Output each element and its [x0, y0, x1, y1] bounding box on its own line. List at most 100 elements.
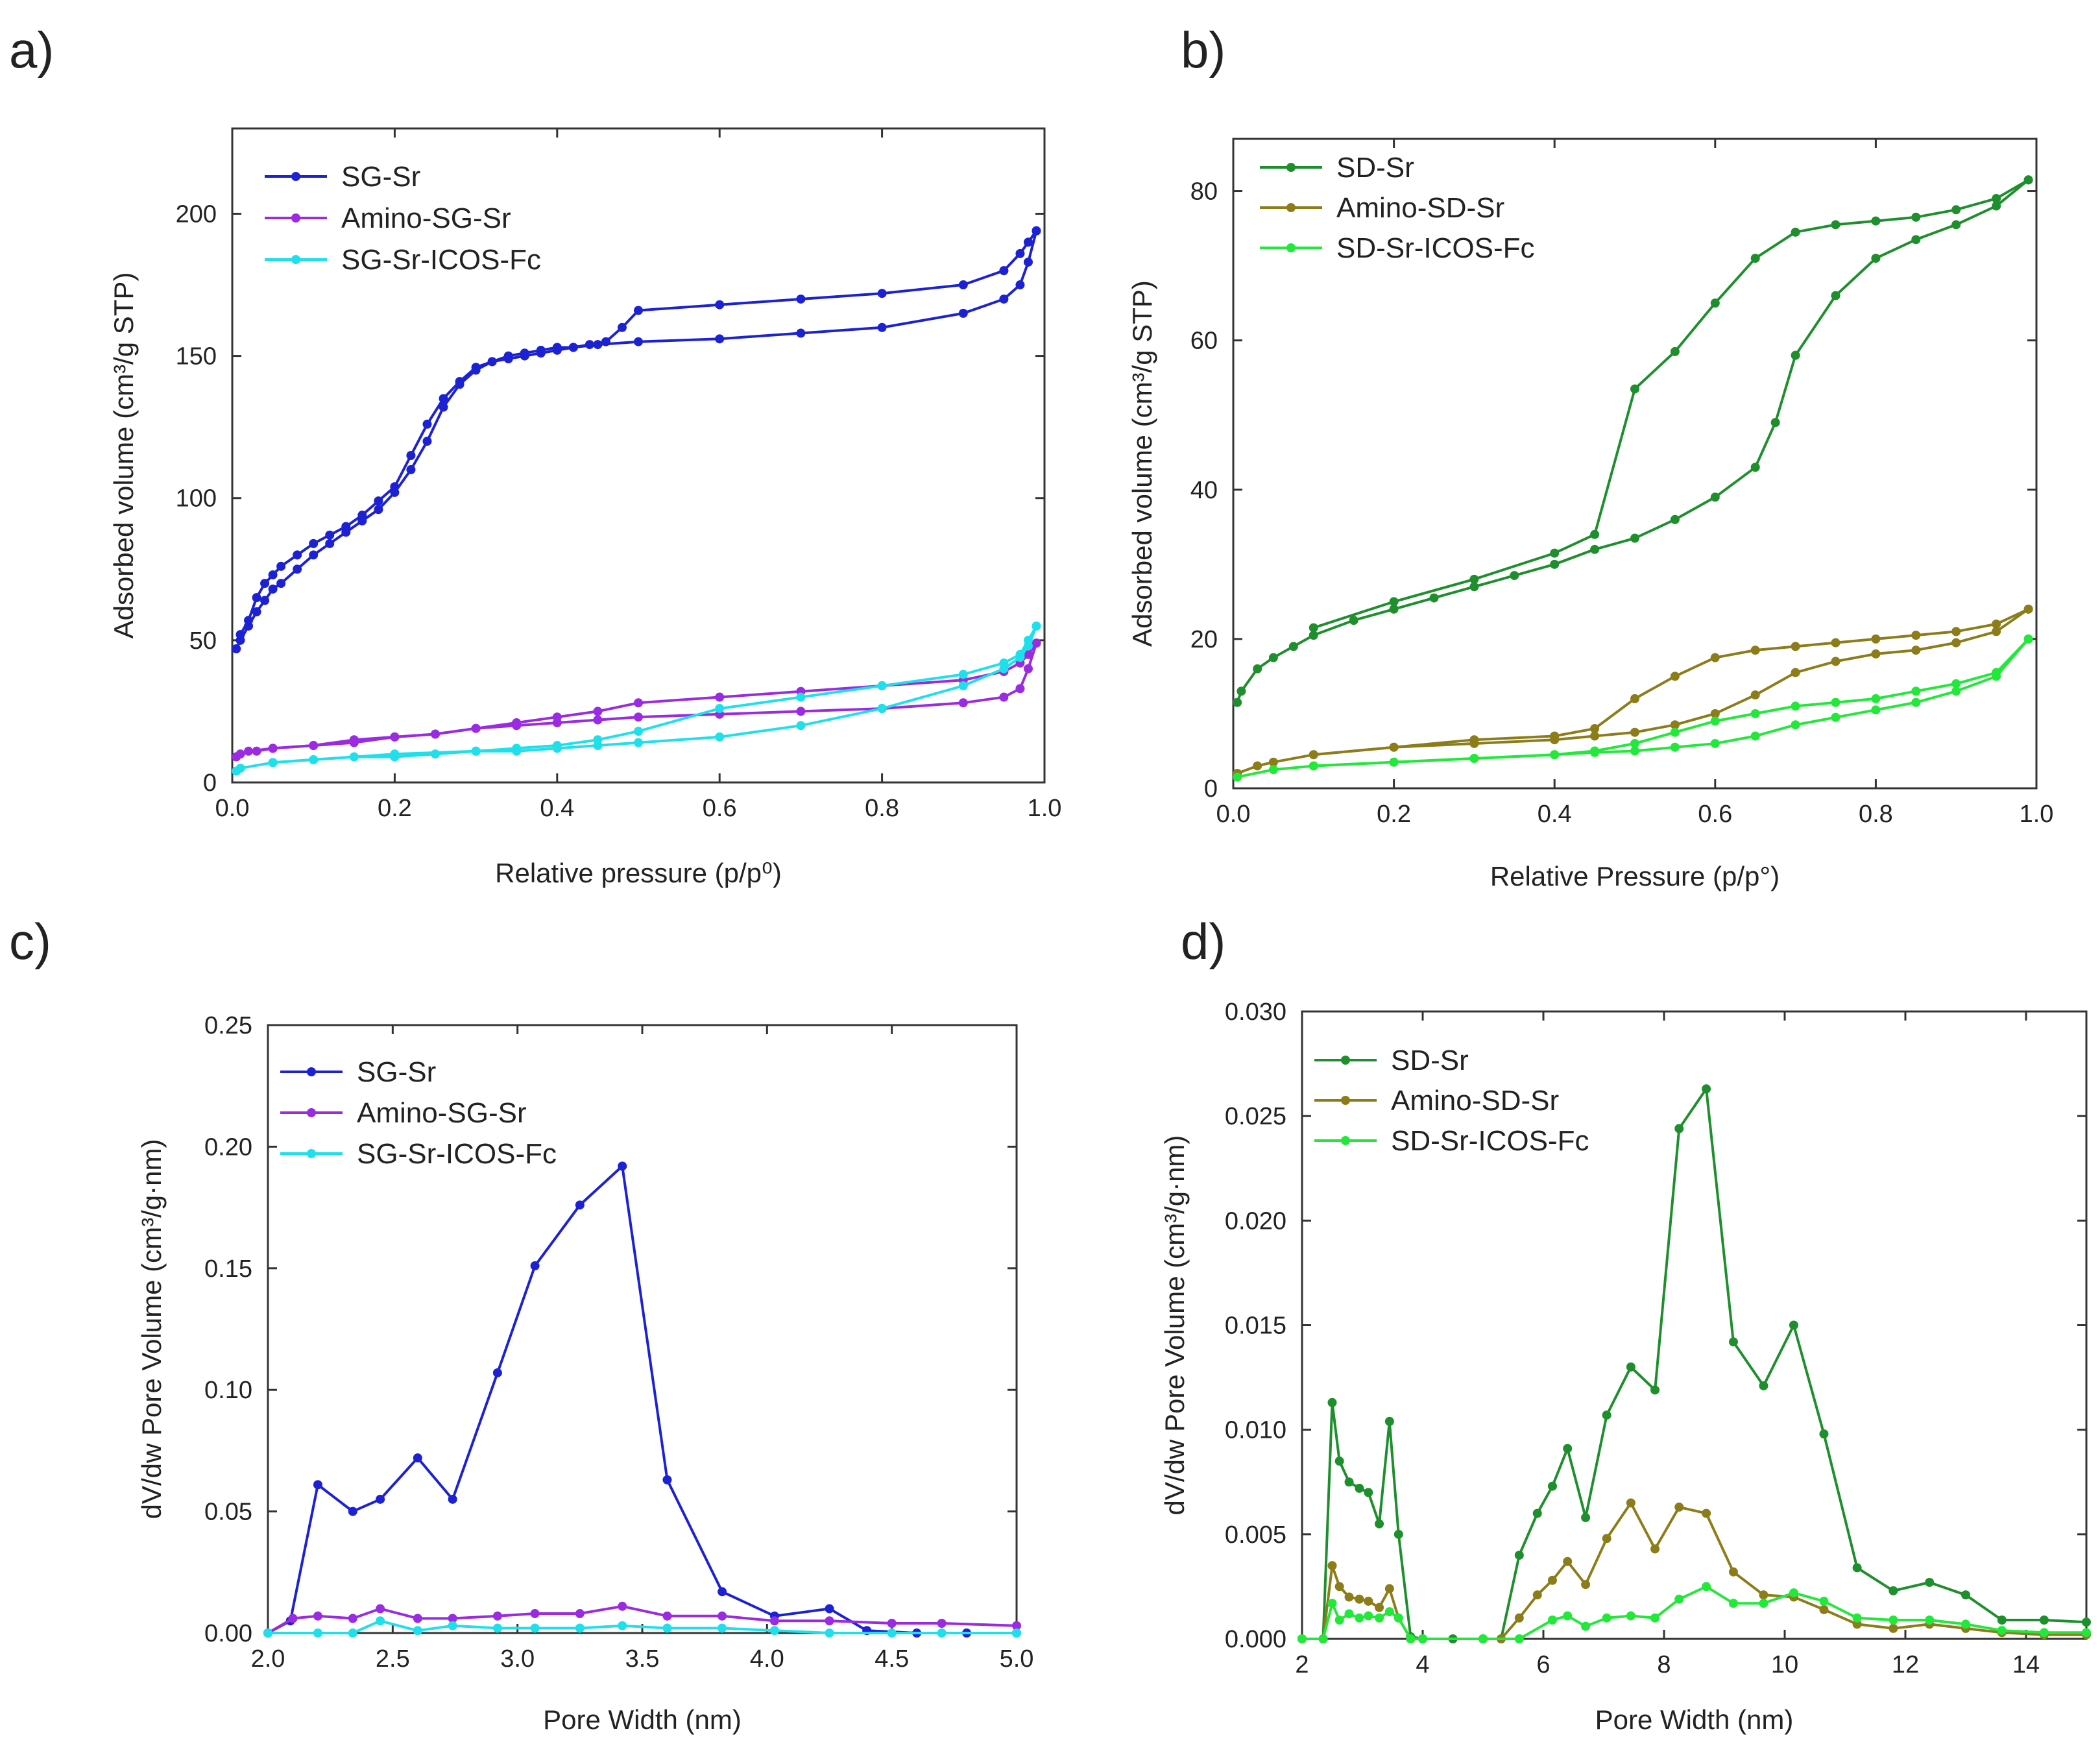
data-point: [1602, 1613, 1611, 1623]
data-point: [1630, 384, 1639, 394]
data-point: [1889, 1623, 1898, 1633]
data-point: [413, 1614, 422, 1623]
y-tick-label: 40: [1190, 477, 1218, 504]
data-point: [268, 584, 278, 594]
data-point: [341, 522, 351, 531]
data-point: [825, 1604, 834, 1614]
data-point: [1951, 679, 1961, 688]
data-point: [309, 741, 319, 751]
data-point: [1547, 1615, 1557, 1625]
data-point: [1710, 653, 1720, 662]
data-point: [471, 723, 481, 733]
data-point: [313, 1611, 322, 1621]
x-tick-label: 2: [1295, 1651, 1309, 1678]
data-point: [1831, 638, 1841, 648]
data-point: [958, 670, 968, 679]
y-tick-label: 0.20: [204, 1133, 252, 1161]
data-point: [431, 749, 440, 759]
data-point: [1951, 627, 1961, 636]
legend-swatch-marker: [291, 255, 300, 264]
series-line-sg-sr-icos-fc-adsorption: [235, 625, 1038, 773]
series-line-sd-sr-icos-fc-adsorption: [1237, 638, 2030, 779]
data-point: [1309, 750, 1318, 760]
data-point: [293, 564, 302, 574]
data-point: [1253, 761, 1262, 771]
y-tick-label: 20: [1190, 626, 1218, 653]
legend-swatch-marker: [291, 213, 300, 223]
data-point: [492, 1611, 502, 1621]
data-point: [1992, 627, 2001, 636]
data-point: [1791, 227, 1800, 237]
data-point: [1389, 597, 1399, 607]
legend-label: Amino-SG-Sr: [357, 1097, 527, 1129]
data-point: [796, 692, 806, 702]
data-point: [1674, 1502, 1684, 1512]
data-point: [1951, 638, 1961, 648]
data-point: [1630, 746, 1639, 756]
data-point: [825, 1628, 834, 1638]
data-point: [715, 334, 725, 344]
data-point: [1032, 226, 1041, 236]
data-point: [1852, 1613, 1862, 1623]
legend-label: SG-Sr: [357, 1056, 436, 1088]
data-point: [1831, 657, 1841, 666]
y-axis-title: Adsorbed volume (cm³/g STP): [1127, 280, 1157, 647]
data-point: [288, 1614, 298, 1623]
data-point: [1951, 686, 1961, 696]
data-point: [1532, 1590, 1542, 1600]
data-point: [1547, 1575, 1557, 1585]
data-point: [1563, 1444, 1573, 1453]
y-tick-label: 0.15: [204, 1255, 252, 1283]
legend-swatch-marker: [291, 172, 300, 181]
data-point: [1344, 1477, 1354, 1487]
data-point: [1327, 1561, 1337, 1571]
legend-label: Amino-SG-Sr: [341, 202, 511, 234]
y-tick-label: 0: [1204, 775, 1218, 803]
data-point: [1831, 712, 1841, 722]
data-point: [1590, 731, 1600, 741]
data-point: [958, 698, 968, 708]
legend-swatch-marker: [1341, 1056, 1350, 1065]
data-point: [503, 354, 513, 363]
data-point: [1015, 684, 1025, 694]
data-point: [376, 1616, 385, 1626]
data-point: [1364, 1611, 1373, 1621]
panel-a: a) 0.0 0.2 0.4 0.6 0.8 1.0 0 50 100 150 200 Relative…: [9, 21, 1061, 888]
panel-d: d) 2 4 6 8 10 12 14 0.000 0.005 0.010 0.015 0.020 0.0…: [1159, 913, 2091, 1735]
legend-swatch-marker: [307, 1108, 316, 1117]
data-point: [1871, 705, 1881, 715]
data-point: [431, 729, 440, 739]
data-point: [232, 644, 241, 654]
y-tick-label: 0.05: [204, 1499, 252, 1526]
data-point: [634, 712, 643, 722]
data-point: [634, 698, 643, 708]
data-point: [796, 721, 806, 731]
data-point: [2082, 1628, 2091, 1638]
x-tick-label: 3.5: [625, 1645, 660, 1673]
data-point: [1710, 708, 1720, 718]
data-point: [568, 343, 578, 352]
legend-item: SD-Sr-ICOS-Fc: [1260, 232, 1535, 264]
data-point: [887, 1619, 897, 1628]
y-tick-label: 80: [1190, 178, 1218, 206]
data-point: [1590, 544, 1600, 554]
data-point: [1602, 1534, 1611, 1543]
data-point: [1253, 664, 1262, 673]
data-point: [376, 1494, 385, 1504]
data-point: [1550, 559, 1560, 569]
data-point: [958, 308, 968, 318]
data-point: [1012, 1621, 1021, 1630]
data-point: [252, 593, 261, 603]
y-axis-title: dV/dw Pore Volume (cm³/g·nm): [136, 1139, 167, 1519]
data-point: [2023, 175, 2033, 185]
y-tick-label: 0.00: [204, 1620, 252, 1647]
data-point: [413, 1453, 422, 1463]
legend-item: SD-Sr-ICOS-Fc: [1314, 1125, 1589, 1157]
data-point: [1759, 1381, 1768, 1390]
series-line-sd-sr-desorption: [1313, 178, 2029, 629]
data-point: [263, 1628, 272, 1638]
data-point: [1789, 1320, 1798, 1330]
data-point: [530, 1623, 540, 1633]
plot-frame: [1232, 138, 2038, 790]
data-point: [1750, 731, 1760, 741]
